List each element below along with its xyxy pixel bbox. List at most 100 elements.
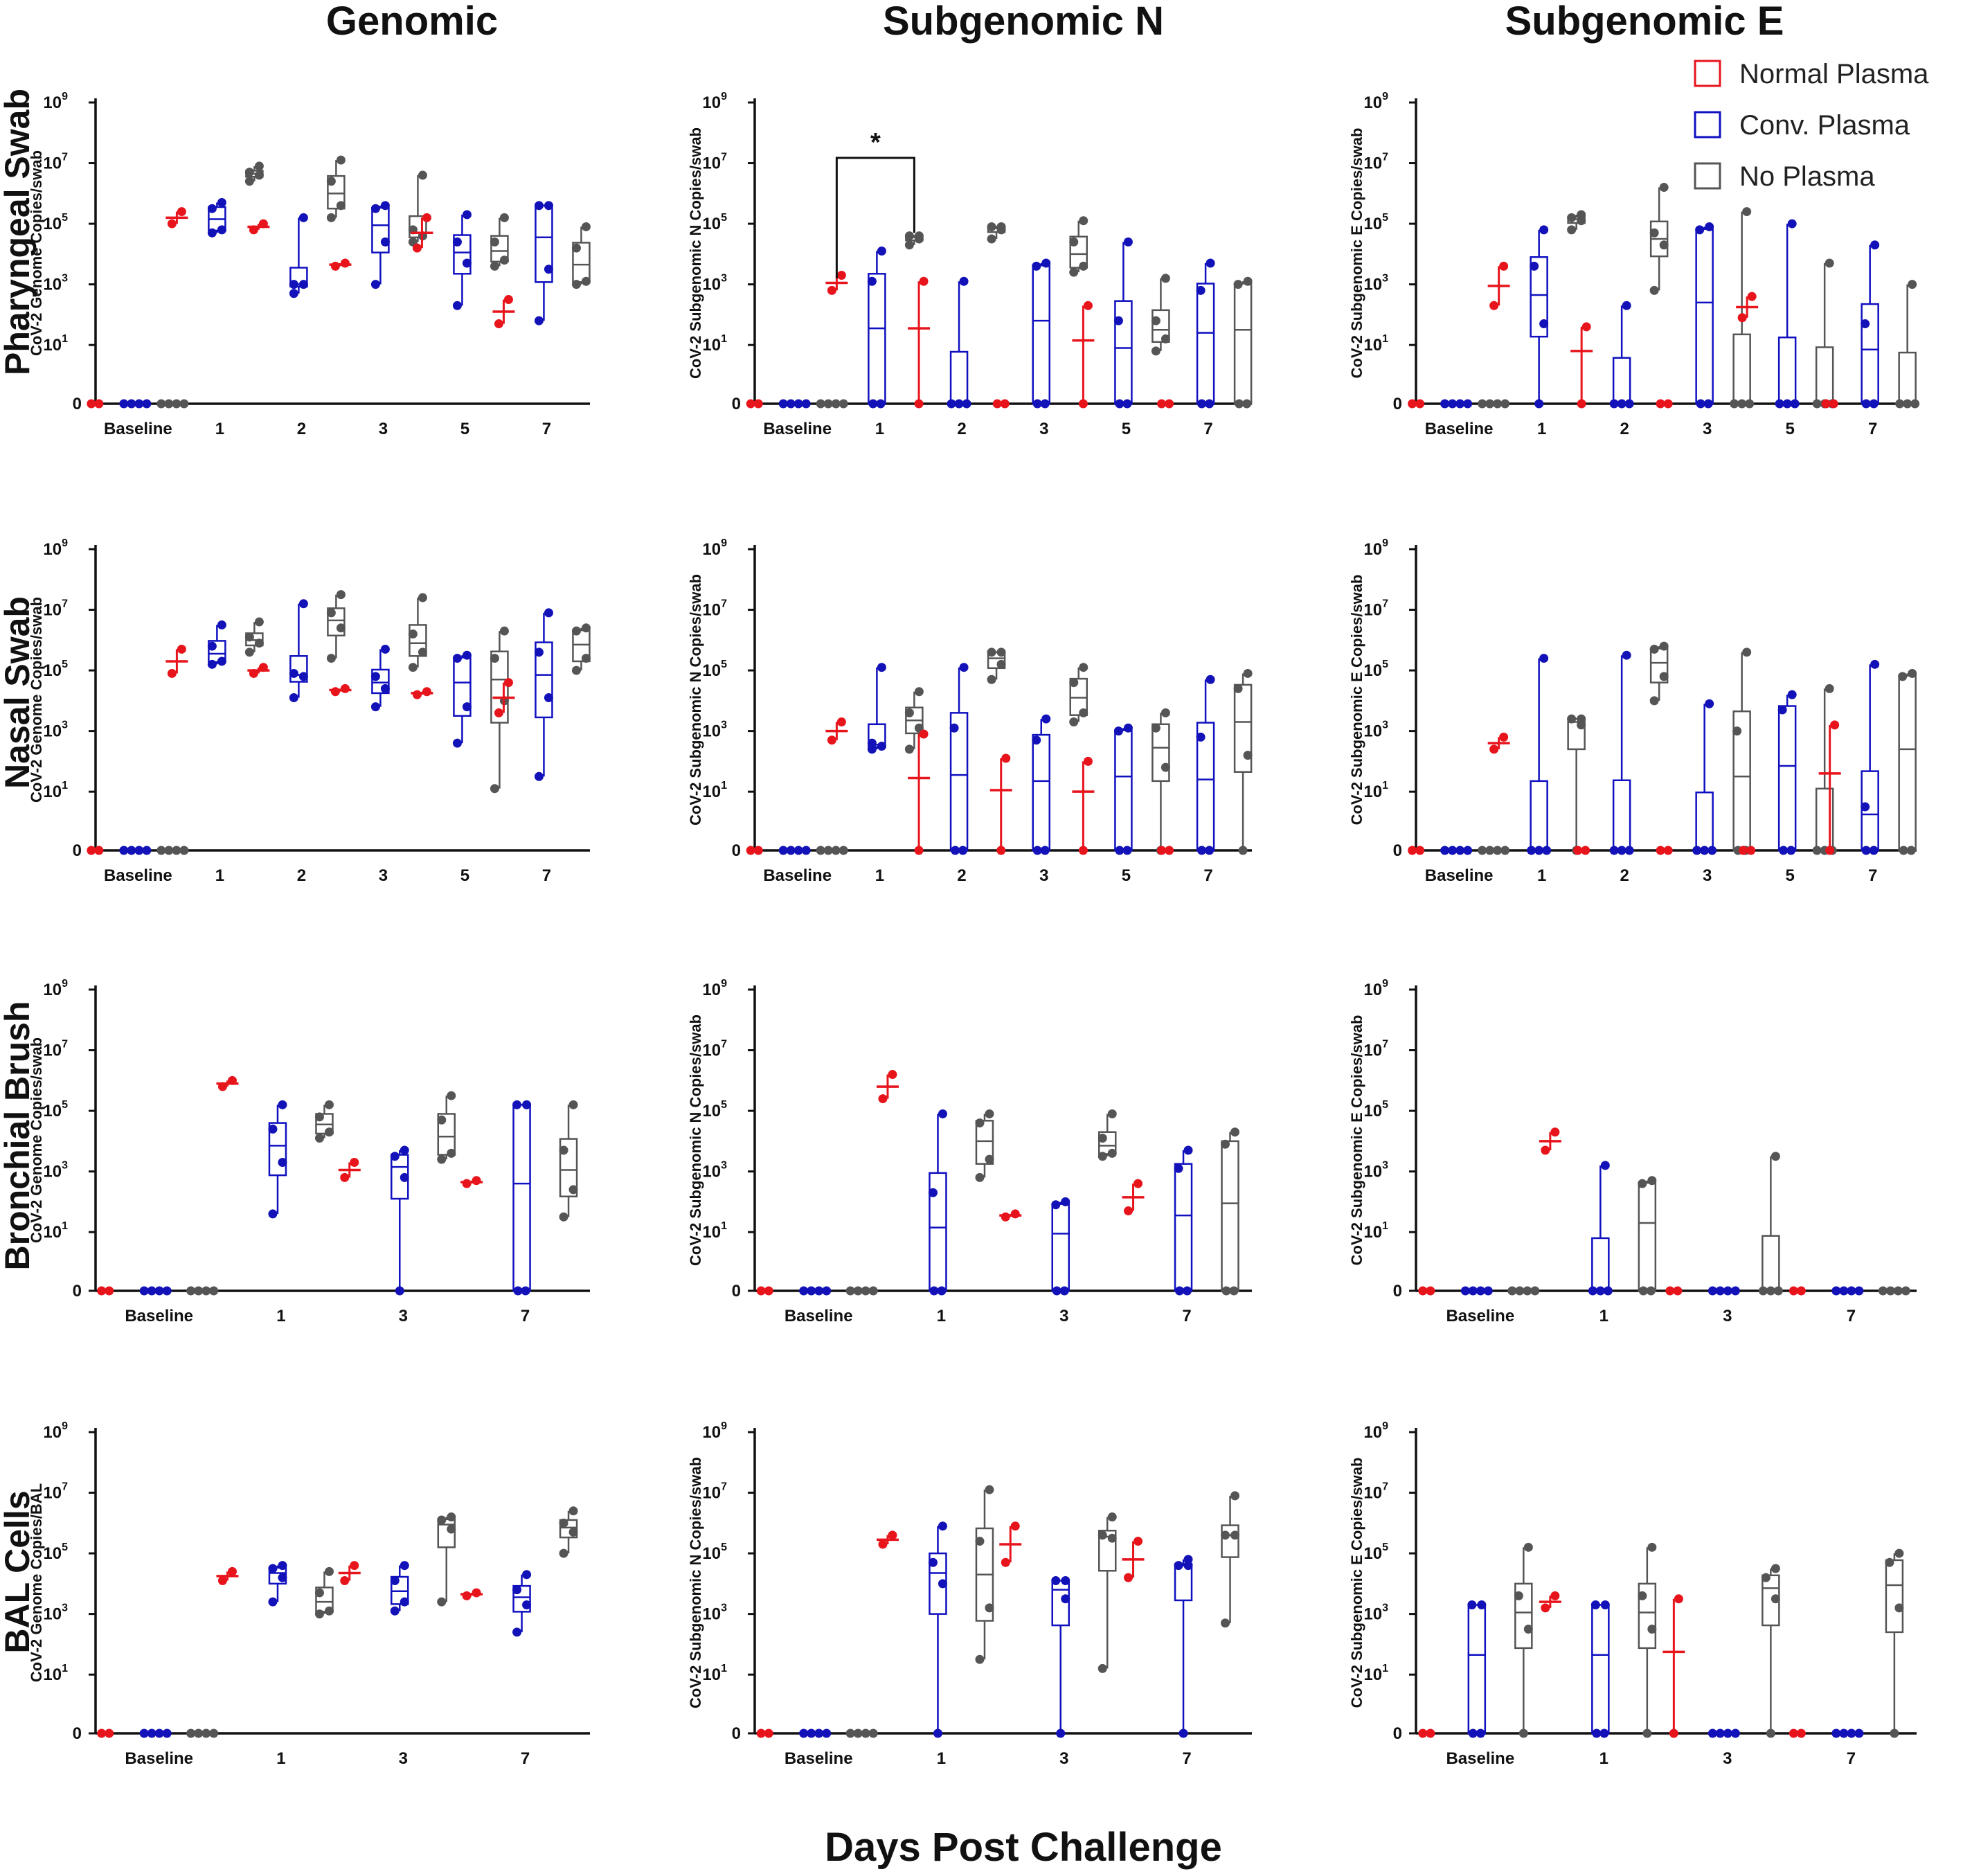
data-point-conv: [1707, 846, 1717, 855]
data-point-conv: [268, 1124, 278, 1134]
data-point-none: [1235, 399, 1244, 409]
data-point-none: [1885, 1286, 1895, 1296]
y-tick-label: 103: [43, 1602, 68, 1624]
data-point-normal: [1124, 1206, 1133, 1216]
data-point-normal: [97, 1286, 107, 1296]
box-conv-plasma: [1196, 722, 1215, 852]
data-point-conv: [1786, 846, 1796, 855]
data-point-conv: [162, 1728, 172, 1738]
data-point-none: [839, 399, 848, 409]
data-point-none: [244, 177, 254, 186]
x-tick-label: 2: [297, 420, 306, 438]
panel-2-2: 101 103 105 107 109 0 CoV-2 Subgenomic E Copie…: [1348, 978, 1917, 1325]
data-point-normal: [764, 1286, 773, 1296]
data-point-none: [314, 1112, 324, 1122]
data-point-conv: [217, 197, 226, 207]
data-point-none: [1160, 762, 1170, 772]
data-point-conv: [1205, 675, 1215, 684]
data-point-conv: [1463, 846, 1473, 855]
data-point-none: [1230, 1491, 1240, 1501]
data-point-conv: [1197, 399, 1207, 409]
data-point-none: [1773, 1286, 1783, 1296]
data-point-conv: [1617, 846, 1626, 855]
y-tick-label: 109: [1363, 1420, 1388, 1442]
y-tick-label-zero: 0: [732, 841, 741, 860]
data-point-none: [1761, 1573, 1771, 1582]
data-point-normal: [340, 1575, 350, 1585]
data-point-conv: [462, 258, 472, 268]
data-point-none: [1500, 399, 1510, 409]
data-point-conv: [1622, 301, 1631, 310]
data-point-normal: [1415, 399, 1425, 409]
y-tick-label: 109: [702, 978, 727, 999]
y-tick-label-zero: 0: [1393, 1724, 1402, 1743]
box-conv-plasma: [1612, 357, 1631, 405]
y-tick-label: 103: [43, 1160, 68, 1181]
data-point-conv: [1051, 1575, 1061, 1585]
box-conv-plasma: [1174, 1163, 1193, 1292]
data-point-conv: [370, 702, 380, 712]
x-tick-label: 3: [1723, 1307, 1732, 1325]
data-point-conv: [1115, 846, 1124, 855]
data-point-conv: [1455, 846, 1465, 855]
box-no-plasma: [1233, 283, 1253, 405]
data-point-conv: [512, 1100, 522, 1109]
data-point-normal: [472, 1588, 481, 1598]
data-point-none: [490, 784, 499, 794]
data-point-none: [845, 1728, 855, 1738]
y-axis-label: CoV-2 Genome Copies/swab: [28, 150, 45, 356]
data-point-conv: [1061, 1197, 1070, 1206]
box-conv-plasma: [1196, 283, 1215, 405]
y-tick-label: 105: [1363, 1542, 1388, 1563]
y-tick-label: 105: [43, 1542, 68, 1563]
x-tick-label: 7: [1868, 866, 1877, 885]
data-point-none: [1649, 228, 1659, 238]
x-tick-label: 2: [957, 866, 966, 885]
data-point-conv: [1542, 846, 1552, 855]
data-point-conv: [289, 289, 298, 298]
y-tick-label: 105: [43, 1099, 68, 1120]
data-point-none: [996, 647, 1006, 657]
box-conv-plasma: [535, 204, 553, 283]
y-tick-label: 101: [43, 1663, 68, 1684]
data-point-conv: [534, 647, 544, 657]
data-point-conv: [1782, 399, 1792, 409]
data-point-none: [861, 1728, 870, 1738]
data-point-conv: [370, 204, 380, 213]
data-point-conv: [1460, 1286, 1470, 1296]
x-tick-label: 7: [521, 1749, 530, 1768]
x-tick-label: 5: [1785, 420, 1794, 438]
x-tick-label: 7: [1847, 1307, 1856, 1325]
data-point-conv: [395, 1286, 404, 1296]
data-point-conv: [822, 1286, 832, 1296]
box-no-plasma: [1649, 647, 1669, 684]
data-point-normal: [1796, 1286, 1806, 1296]
y-tick-label: 107: [702, 152, 727, 173]
box-conv-plasma: [868, 723, 886, 748]
data-point-none: [1160, 334, 1170, 343]
data-point-none: [904, 744, 914, 754]
data-point-conv: [1122, 399, 1132, 409]
data-point-conv: [1600, 1600, 1610, 1609]
data-point-conv: [400, 1561, 409, 1571]
data-point-conv: [1847, 1286, 1856, 1296]
y-tick-label-zero: 0: [73, 395, 82, 413]
y-axis-label: CoV-2 Subgenomic E Copies/swab: [1348, 1015, 1365, 1266]
data-point-conv: [142, 399, 152, 409]
data-point-conv: [1123, 723, 1133, 733]
data-point-none: [164, 399, 174, 409]
x-tick-label: Baseline: [763, 420, 832, 438]
x-tick-label: Baseline: [763, 866, 832, 885]
data-point-conv: [1174, 1163, 1183, 1173]
data-point-none: [326, 608, 336, 618]
box-conv-plasma: [1051, 1580, 1070, 1627]
box-conv-plasma: [1777, 705, 1797, 852]
box-conv-plasma: [949, 712, 969, 852]
data-point-none: [581, 623, 591, 633]
data-point-none: [1771, 1564, 1780, 1573]
data-point-normal: [888, 1530, 897, 1540]
data-point-conv: [207, 204, 217, 213]
data-point-conv: [142, 846, 152, 855]
x-tick-label: Baseline: [785, 1307, 853, 1325]
y-tick-label: 103: [1363, 273, 1388, 294]
